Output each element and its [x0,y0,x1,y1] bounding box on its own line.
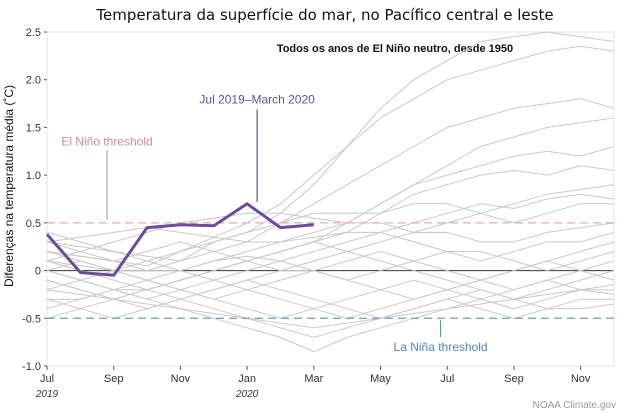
x-tick-labels: Jul Sep Nov Jan Mar May Jul Sep Nov [40,366,591,385]
la-nina-threshold-label: La Niña threshold [394,340,488,354]
background-series-line-2 [46,45,615,267]
highlight-series-line [45,202,314,277]
chart-subtitle: Todos os anos de El Niño neutro, desde 1… [277,43,513,55]
background-series-line-1 [46,31,615,262]
background-series-line-18 [46,270,615,353]
x-tick-label: Sep [504,373,524,385]
highlight-series-group: Jul 2019–March 2020 [45,93,315,277]
y-tick-label: 2.0 [26,75,41,87]
background-series-line-12 [46,251,615,310]
year-label: 2020 [235,389,259,400]
background-series-line-19 [46,284,615,329]
y-tick-label: 1.5 [26,122,41,134]
highlight-label: Jul 2019–March 2020 [199,93,315,107]
y-tick-label: 1.0 [26,170,41,182]
chart-title: Temperatura da superfície do mar, no Pac… [95,6,553,24]
y-tick-label: -1.0 [22,361,41,373]
background-series-group [46,31,615,353]
year-labels: 2019 2020 [35,389,259,400]
background-series-line-21 [46,241,615,300]
background-series-line-6 [47,165,615,300]
y-tick-label: 0 [35,266,41,278]
y-tick-label: 0.5 [26,218,41,230]
x-tick-label: Jan [238,373,256,385]
background-series-line-17 [46,289,615,338]
threshold-lines: El Niño threshold La Niña threshold [47,135,614,354]
x-tick-label: Jul [440,373,454,385]
background-series-line-5 [46,146,615,272]
background-series-line-20 [46,231,615,319]
background-series-line-7 [46,184,615,272]
x-tick-label: Nov [571,373,591,385]
year-label: 2019 [35,389,59,400]
el-nino-threshold-label: El Niño threshold [61,135,152,149]
y-tick-labels: 2.5 2.0 1.5 1.0 0.5 0 -0.5 -1.0 [22,27,47,373]
credit-text: NOAA Climate.gov [533,400,616,411]
x-tick-label: Sep [104,373,124,385]
background-series-line-16 [46,279,614,319]
x-tick-label: Nov [171,373,191,385]
background-series-line-9 [46,203,614,291]
x-tick-label: Jul [40,373,54,385]
background-series-line-11 [46,227,615,262]
background-series-line-3 [46,98,615,272]
y-tick-label: -0.5 [22,313,41,325]
x-tick-label: May [370,373,391,385]
y-tick-label: 2.5 [26,27,41,39]
y-axis-label: Diferenças na temperatura média (˚C) [2,85,16,287]
x-tick-label: Mar [304,373,323,385]
